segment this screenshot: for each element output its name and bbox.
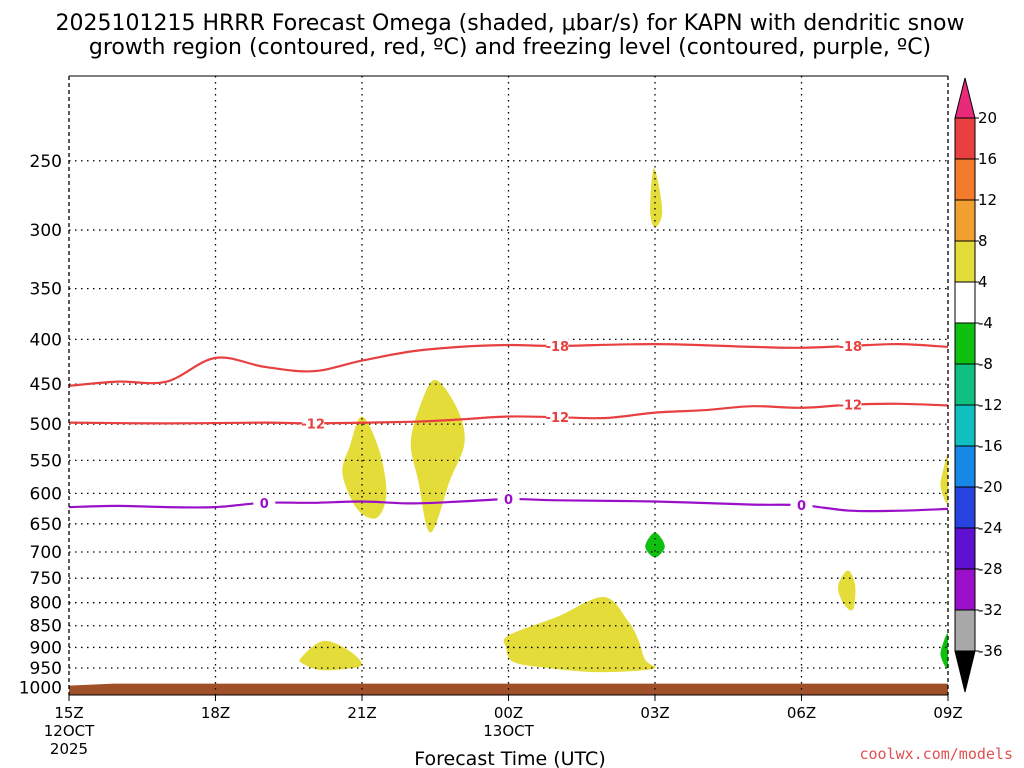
x-tick-year-2025: 2025 [50,740,88,758]
colorbar-tick--12: -12 [978,396,1003,414]
x-tick-09Z: 09Z [933,704,962,722]
dgz-minus12-label-bg-2 [839,396,862,413]
chart-title: 2025101215 HRRR Forecast Omega (shaded, … [56,11,965,60]
chart-title-line-2: growth region (contoured, red, ºC) and f… [89,35,931,60]
colorbar-tick-12: 12 [978,191,997,209]
dgz-minus12-label-0: -12 [301,417,325,432]
dgz-minus12-label-bg-1 [546,409,569,426]
colorbar-band-6 [954,322,976,365]
colorbar-band-12 [954,568,976,611]
colorbar-band-3 [954,199,976,242]
y-tick-600: 600 [30,484,62,504]
y-tick-400: 400 [30,330,62,350]
colorbar-band-11 [954,527,976,570]
dgz-minus12-label-bg-0 [302,415,325,432]
freezing-level-label-0: 0 [260,497,269,512]
y-gridlines [69,76,948,695]
colorbar-tick--20: -20 [978,478,1003,496]
y-tick-250: 250 [30,152,62,172]
contour-lines: -18 -18 -12 -12 -12 0 0 0 [68,337,949,514]
dgz-minus18-label-1: -18 [839,340,863,355]
plot-area: 2503003504004505005506006507007508008509… [19,75,963,758]
dgz-minus18-line [68,342,949,387]
colorbar-tick--4: -4 [978,314,993,332]
y-tick-450: 450 [30,375,62,395]
x-tick-06Z: 06Z [787,704,816,722]
dgz-minus18-label-bg-1 [839,337,862,354]
colorbar-band-10 [954,486,976,529]
omega-yellow-7 [940,455,948,504]
omega-yellow-2 [410,379,465,533]
dgz-minus12-label-1: -12 [546,411,570,426]
colorbar-band-4 [954,240,976,283]
y-tick-950: 950 [30,659,62,679]
y-tick-500: 500 [30,415,62,435]
colorbar-band-13 [954,609,976,652]
y-tick-750: 750 [30,569,62,589]
colorbar-band-bottom [954,650,976,693]
colorbar-tick--28: -28 [978,560,1003,578]
x-tick-18Z: 18Z [201,704,230,722]
y-tick-650: 650 [30,515,62,535]
dgz-minus18-label-bg-0 [546,337,569,354]
colorbar-band-5 [954,281,976,324]
dgz-minus18-label-0: -18 [546,340,570,355]
freezing-level-label-bg-0 [253,494,276,511]
plot-clipped-layer [69,168,948,695]
colorbar-band-top [954,77,976,119]
x-tick-15Z: 15Z [54,704,83,722]
chart-title-line-1: 2025101215 HRRR Forecast Omega (shaded, … [56,11,965,36]
colorbar-tick-16: 16 [978,150,997,168]
colorbar-tick--24: -24 [978,519,1003,537]
y-tick-850: 850 [30,617,62,637]
colorbar-tick--32: -32 [978,601,1003,619]
y-tick-800: 800 [30,594,62,614]
omega-yellow-4 [503,596,656,673]
x-tick-00Z: 00Z [494,704,523,722]
colorbar-tick-8: 8 [978,232,988,250]
credit-label: coolwx.com/models [859,745,1013,763]
dgz-minus12-label-2: -12 [839,399,863,414]
omega-yellow-1 [342,416,387,519]
y-tick-labels: 2503003504004505005506006507007508008509… [19,152,62,699]
colorbar: 20 16 12 8 4 -4 -8 -12 -16 -20 -24 -28 -32 -36 [954,77,1003,693]
colorbar-band-7 [954,363,976,406]
colorbar-tick--36: -36 [978,642,1003,660]
y-tick-350: 350 [30,280,62,300]
omega-green-2 [940,633,948,669]
colorbar-band-8 [954,404,976,447]
colorbar-tick-20: 20 [978,109,997,127]
x-tick-21Z: 21Z [347,704,376,722]
colorbar-band-2 [954,158,976,201]
colorbar-tick--16: -16 [978,437,1003,455]
y-tick-900: 900 [30,638,62,658]
omega-yellow-3 [299,640,362,671]
x-tick-date-13OCT: 13OCT [483,722,534,740]
x-tick-03Z: 03Z [640,704,669,722]
freezing-level-label-bg-1 [497,491,520,508]
x-axis-label: Forecast Time (UTC) [414,748,605,768]
y-tick-300: 300 [30,221,62,241]
colorbar-tick--8: -8 [978,355,993,373]
x-tick-date-12OCT: 12OCT [44,722,95,740]
y-tick-700: 700 [30,543,62,563]
omega-yellow-5 [650,168,663,228]
colorbar-band-9 [954,445,976,488]
omega-yellow-6 [837,570,856,611]
colorbar-band-1 [954,117,976,160]
y-tick-1000: 1000 [19,678,62,698]
freezing-level-label-1: 0 [504,493,513,508]
freezing-level-label-bg-2 [790,497,813,514]
colorbar-tick-4: 4 [978,273,988,291]
freezing-level-label-2: 0 [797,499,806,514]
y-tick-550: 550 [30,451,62,471]
